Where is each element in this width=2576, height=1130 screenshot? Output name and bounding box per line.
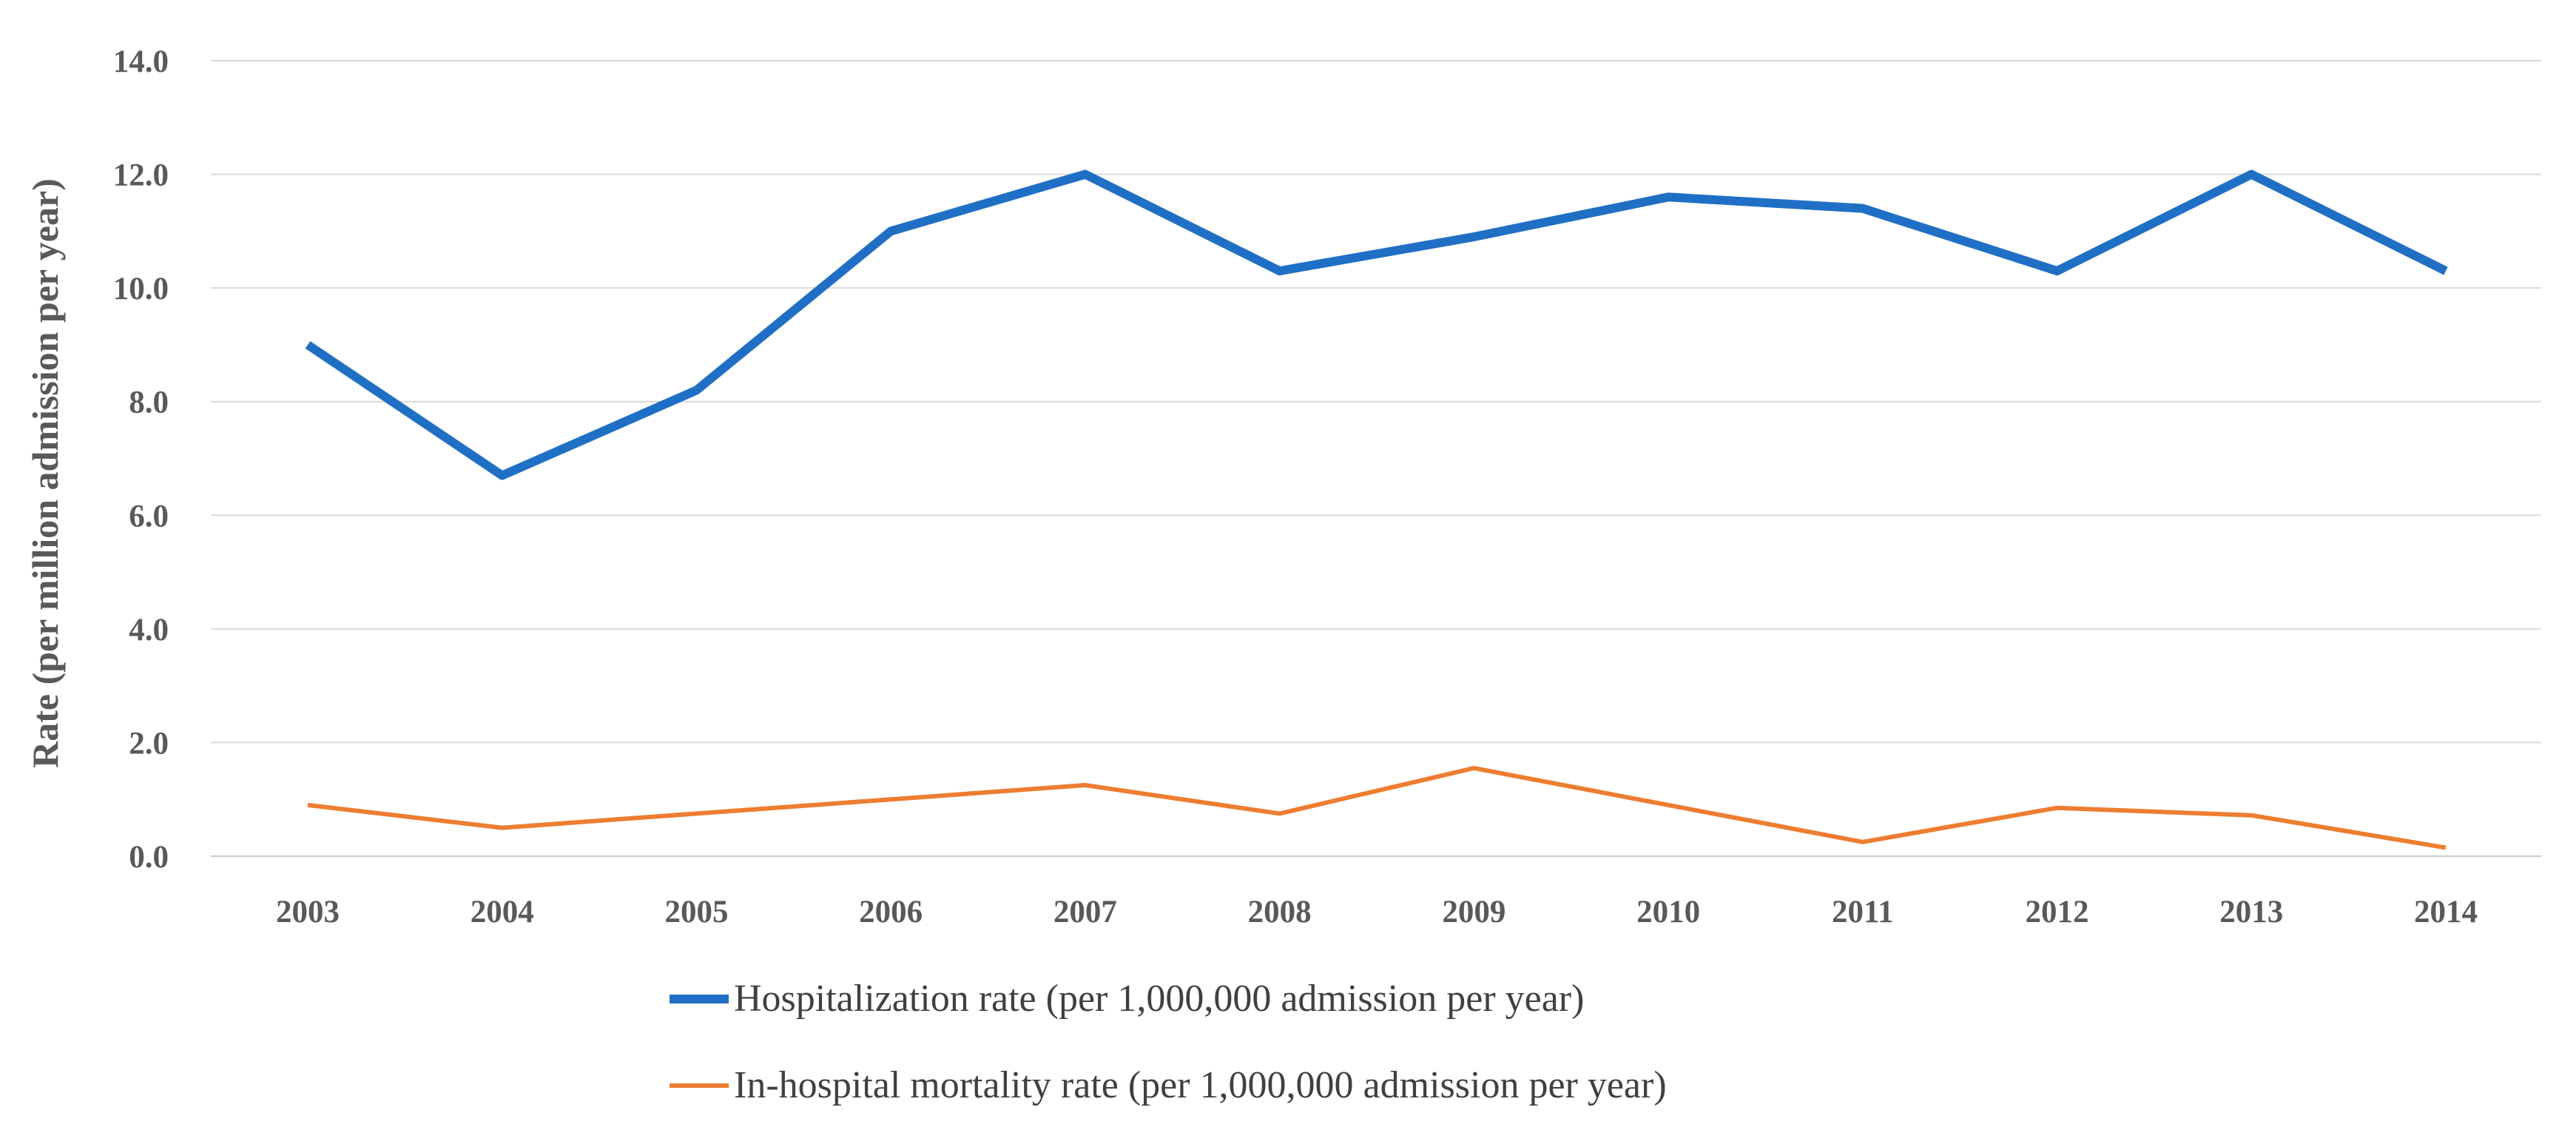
x-tick-label: 2006 bbox=[859, 895, 923, 929]
legend-label: Hospitalization rate (per 1,000,000 admi… bbox=[734, 978, 1584, 1020]
y-axis-tick-labels: 0.0 2.0 4.0 6.0 8.0 10.0 12.0 14.0 bbox=[113, 44, 169, 875]
y-tick-label: 12.0 bbox=[113, 158, 169, 193]
series-hospitalization-rate bbox=[308, 174, 2446, 475]
legend-item: Hospitalization rate (per 1,000,000 admi… bbox=[670, 978, 1584, 1020]
series-mortality-rate bbox=[308, 768, 2446, 848]
x-tick-label: 2003 bbox=[276, 895, 340, 929]
x-tick-label: 2013 bbox=[2219, 895, 2283, 929]
x-tick-label: 2005 bbox=[664, 895, 728, 929]
x-tick-label: 2008 bbox=[1248, 895, 1312, 929]
x-tick-label: 2007 bbox=[1053, 895, 1117, 929]
y-axis-title: Rate (per million admission per year) bbox=[24, 178, 66, 768]
y-tick-label: 14.0 bbox=[113, 44, 169, 79]
y-tick-label: 8.0 bbox=[129, 386, 169, 420]
x-tick-label: 2012 bbox=[2026, 895, 2089, 929]
legend-item: In-hospital mortality rate (per 1,000,00… bbox=[670, 1064, 1667, 1106]
x-tick-label: 2004 bbox=[471, 895, 534, 929]
series-line bbox=[308, 175, 2446, 476]
series-line bbox=[308, 768, 2446, 848]
x-tick-label: 2011 bbox=[1832, 895, 1894, 929]
y-tick-label: 10.0 bbox=[113, 272, 169, 306]
y-tick-label: 2.0 bbox=[129, 726, 169, 761]
x-tick-label: 2010 bbox=[1636, 895, 1700, 929]
series-lines bbox=[308, 174, 2446, 847]
x-tick-label: 2009 bbox=[1442, 895, 1506, 929]
legend-label: In-hospital mortality rate (per 1,000,00… bbox=[734, 1064, 1667, 1106]
y-tick-label: 0.0 bbox=[129, 840, 169, 875]
legend: Hospitalization rate (per 1,000,000 admi… bbox=[670, 978, 1667, 1106]
gridlines bbox=[211, 61, 2541, 856]
y-tick-label: 4.0 bbox=[129, 613, 169, 648]
x-axis-tick-labels: 2003 2004 2005 2006 2007 2008 2009 2010 2011 2012… bbox=[276, 895, 2478, 929]
x-tick-label: 2014 bbox=[2414, 895, 2478, 929]
y-tick-label: 6.0 bbox=[129, 499, 169, 534]
